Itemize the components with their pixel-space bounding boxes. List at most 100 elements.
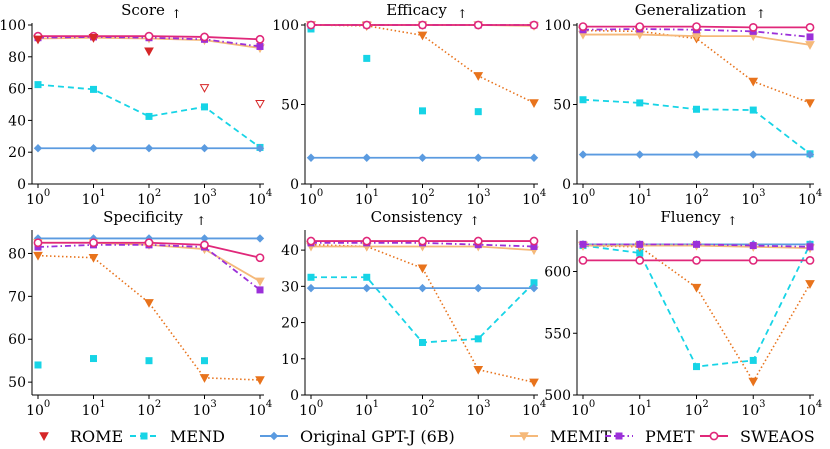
data-point [806,33,814,41]
data-point [693,240,700,248]
chart-title: Efficacy [386,1,447,19]
data-point [579,96,587,104]
y-tick-label: 60 [8,332,26,348]
data-point [473,20,483,30]
data-point [635,256,645,265]
series-gptj [33,144,265,153]
data-point [473,236,483,246]
chart-title-arrow: ↑ [172,7,182,21]
y-tick-label: 100 [272,18,299,34]
x-tick-exponent: 1 [99,399,105,410]
x-tick-exponent: 0 [317,399,323,410]
series-line [37,243,261,291]
chart-title-arrow: ↑ [470,214,480,228]
x-tick-label: 10 [82,403,100,419]
data-point [529,99,539,108]
series-sweaos [578,256,815,265]
x-tick-label: 10 [741,403,759,419]
x-tick-exponent: 3 [759,399,765,410]
data-point [692,256,701,265]
data-point [693,363,700,371]
x-tick-exponent: 0 [44,399,50,410]
data-point [89,144,98,153]
series-line [582,29,811,104]
y-tick-label: 20 [281,316,299,332]
y-tick-label: 30 [281,279,299,295]
series-sweaos [33,238,265,263]
y-tick-label: 0 [17,177,26,193]
x-tick-label: 10 [355,403,373,419]
series-mend [34,355,208,369]
data-point [363,54,371,62]
data-point [144,144,154,153]
y-tick-label: 40 [281,243,299,259]
legend-marker [519,432,529,442]
series-mend [579,96,814,158]
data-point [578,256,588,265]
series-rome [33,34,154,57]
data-point [200,32,209,42]
data-point [362,20,372,30]
x-tick-exponent: 0 [317,188,323,199]
series-sweaos [306,20,539,30]
chart-title: Consistency [371,208,463,226]
y-tick-label: 100 [0,18,26,34]
data-point [306,20,316,30]
data-point [144,238,154,248]
x-tick-label: 10 [193,192,211,208]
x-tick-exponent: 4 [816,399,822,410]
legend-label: MEMIT [550,427,612,446]
data-point [474,335,482,343]
x-tick-exponent: 4 [266,399,272,410]
x-tick-label: 10 [355,192,373,208]
data-point [418,20,427,30]
x-tick-exponent: 1 [646,399,652,410]
data-point [693,105,700,113]
y-tick-label: 10 [281,352,299,368]
y-tick-label: 600 [544,265,571,281]
data-point [578,150,588,159]
data-point [362,153,371,162]
x-tick-label: 10 [137,192,155,208]
series-mend [34,81,264,151]
data-point [144,47,154,57]
x-tick-label: 10 [522,403,540,419]
legend-item-sweaos: SWEAOS [700,427,815,446]
y-tick-label: 100 [544,18,571,34]
data-point [749,150,758,159]
x-tick-exponent: 3 [210,188,216,199]
data-point [307,273,315,281]
data-point [199,84,210,93]
series-memit [578,30,815,50]
data-point [363,273,371,281]
data-point [33,251,43,261]
data-point [691,283,702,293]
data-point [805,22,815,32]
x-tick-exponent: 2 [155,399,161,410]
y-tick-label: 0 [290,177,299,193]
legend-label: MEND [170,427,225,446]
data-point [418,153,427,162]
series-sweaos [578,22,815,32]
data-point [805,99,815,108]
data-point [255,253,265,263]
x-tick-exponent: 4 [816,188,822,199]
y-tick-label: 50 [8,375,26,391]
x-tick-label: 10 [26,192,44,208]
y-tick-label: 60 [8,82,26,98]
data-point [748,77,759,87]
data-point [635,150,644,159]
data-point [529,283,539,293]
legend-marker [709,431,719,441]
x-tick-label: 10 [798,192,816,208]
series-gptj [578,150,815,159]
y-tick-label: 70 [8,289,26,305]
data-point [362,236,372,246]
legend-marker [140,432,148,440]
